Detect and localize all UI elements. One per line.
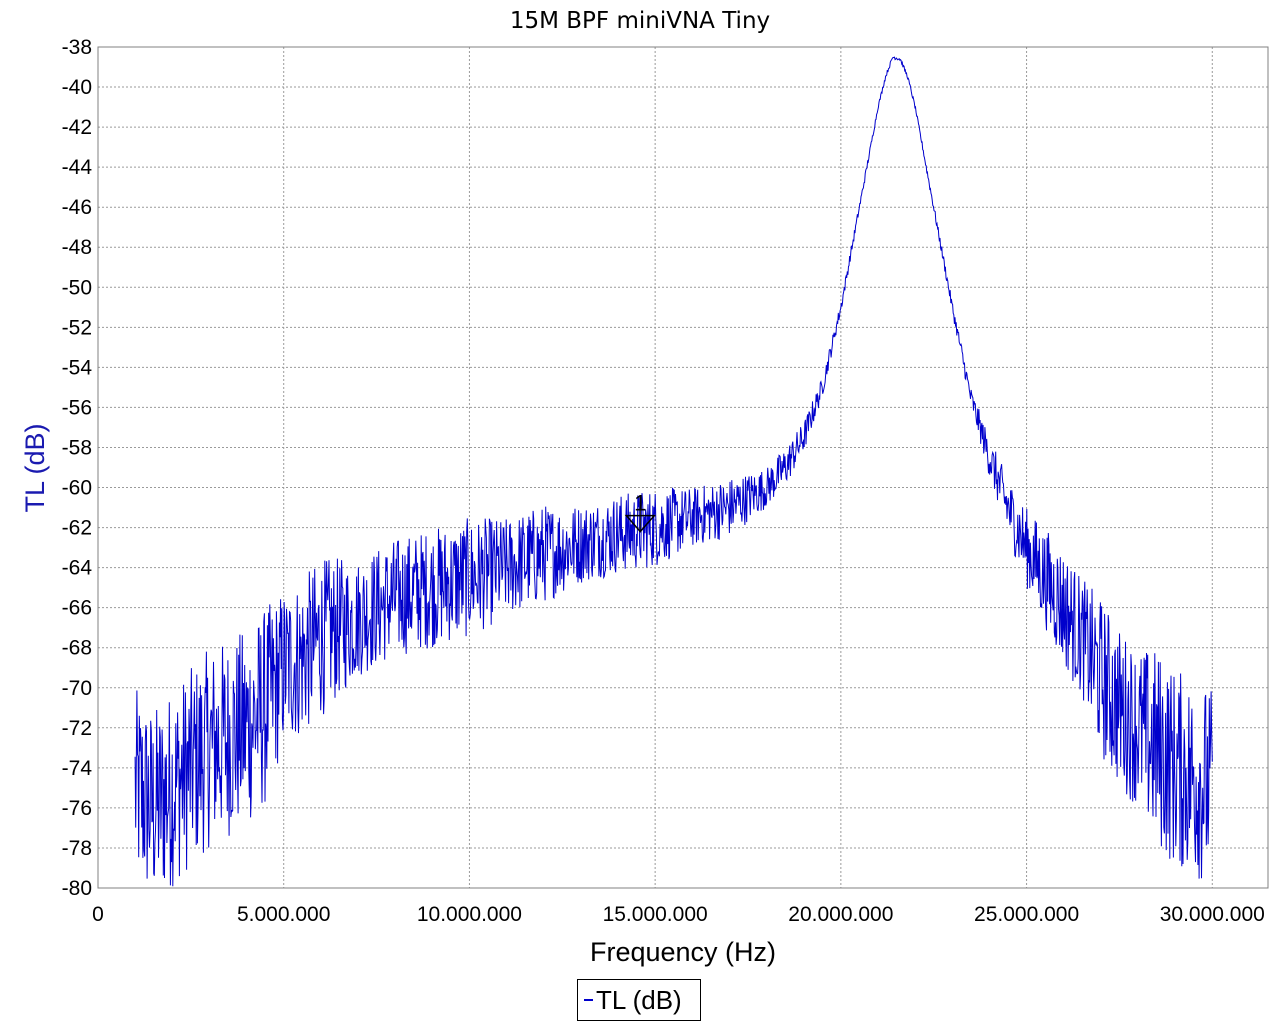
- y-tick-label: -38: [62, 36, 92, 59]
- y-tick-label: -44: [62, 156, 93, 179]
- y-tick-label: -58: [62, 436, 92, 459]
- x-tick-label: 0: [92, 903, 104, 926]
- y-tick-label: -54: [62, 356, 93, 379]
- y-tick-label: -70: [62, 677, 92, 700]
- y-tick-label: -64: [62, 557, 93, 580]
- x-tick-label: 20.000.000: [788, 903, 893, 926]
- y-tick-label: -74: [62, 757, 93, 780]
- marker-label: 1: [634, 491, 646, 516]
- plot-area: [97, 46, 1269, 889]
- series-line-tl: [134, 56, 1213, 887]
- x-axis-label: Frequency (Hz): [590, 937, 776, 967]
- y-tick-label: -50: [62, 276, 92, 299]
- legend-label: TL (dB): [596, 984, 682, 1015]
- y-tick-label: -72: [62, 717, 92, 740]
- x-tick-label: 15.000.000: [603, 903, 708, 926]
- y-tick-label: -56: [62, 396, 92, 419]
- chart-title: 15M BPF miniVNA Tiny: [509, 8, 771, 34]
- y-tick-label: -60: [62, 477, 92, 500]
- y-tick-label: -76: [62, 797, 92, 820]
- x-tick-label: 25.000.000: [974, 903, 1079, 926]
- y-tick-label: -42: [62, 116, 92, 139]
- y-tick-label: -68: [62, 637, 92, 660]
- y-axis-ticks: -38 -40 -42 -44 -46 -48 -50 -52 -54 -56 -58 -60 -62 -…: [62, 36, 93, 900]
- y-axis-label: TL (dB): [20, 423, 50, 512]
- y-tick-label: -52: [62, 316, 92, 339]
- y-tick-label: -48: [62, 236, 92, 259]
- y-tick-label: -66: [62, 597, 92, 620]
- x-tick-label: 30.000.000: [1160, 903, 1265, 926]
- x-tick-label: 10.000.000: [417, 903, 522, 926]
- y-tick-label: -40: [62, 76, 92, 99]
- x-tick-label: 5.000.000: [237, 903, 330, 926]
- legend-swatch: [584, 999, 593, 1001]
- y-tick-label: -80: [62, 877, 92, 900]
- y-tick-label: -78: [62, 837, 92, 860]
- grid-lines: [98, 47, 1268, 888]
- x-axis-ticks: 0 5.000.000 10.000.000 15.000.000 20.000.000…: [92, 903, 1265, 926]
- marker-layer: 1: [624, 491, 656, 533]
- y-tick-label: -62: [62, 517, 92, 540]
- y-tick-label: -46: [62, 196, 92, 219]
- legend: TL (dB): [577, 979, 701, 1021]
